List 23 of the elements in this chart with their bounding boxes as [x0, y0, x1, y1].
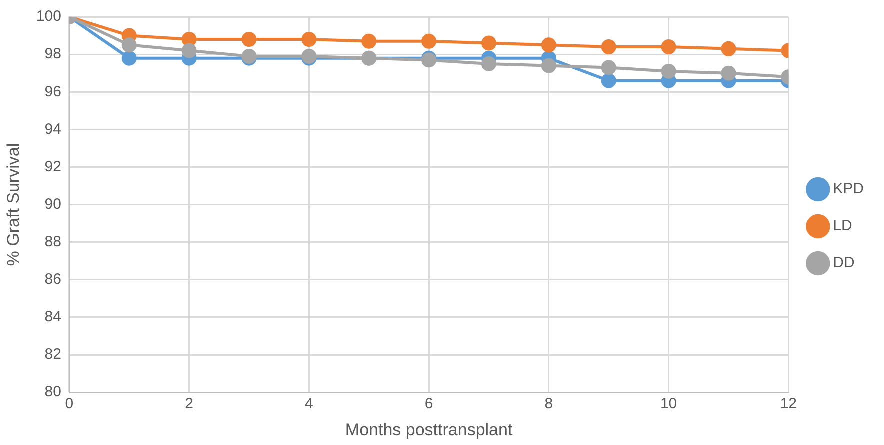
x-tick-label: 4 [305, 396, 314, 413]
x-tick-label: 10 [660, 396, 678, 413]
y-tick-label: 100 [36, 8, 62, 26]
x-tick-label: 12 [780, 396, 797, 413]
legend-label: LD [833, 218, 852, 235]
legend-label: KPD [833, 180, 864, 198]
y-tick-label: 92 [44, 158, 62, 176]
y-tick-label: 90 [44, 196, 62, 213]
x-tick-label: 8 [544, 396, 554, 413]
legend-label: DD [833, 254, 855, 272]
y-tick-label: 80 [44, 384, 62, 401]
y-tick-label: 98 [44, 46, 62, 63]
y-tick-label: 86 [44, 271, 62, 288]
y-tick-label: 88 [44, 234, 62, 250]
y-tick-label: 82 [44, 346, 62, 364]
x-axis-title: Months posttransplant [345, 420, 513, 440]
y-tick-label: 84 [44, 308, 62, 326]
x-tick-label: 2 [185, 396, 194, 413]
y-tick-label: 96 [44, 83, 62, 100]
y-tick-label: 94 [44, 120, 62, 138]
x-tick-label: 6 [424, 396, 434, 413]
y-axis-title: % Graft Survival [4, 143, 23, 266]
x-tick-label: 0 [65, 396, 74, 413]
